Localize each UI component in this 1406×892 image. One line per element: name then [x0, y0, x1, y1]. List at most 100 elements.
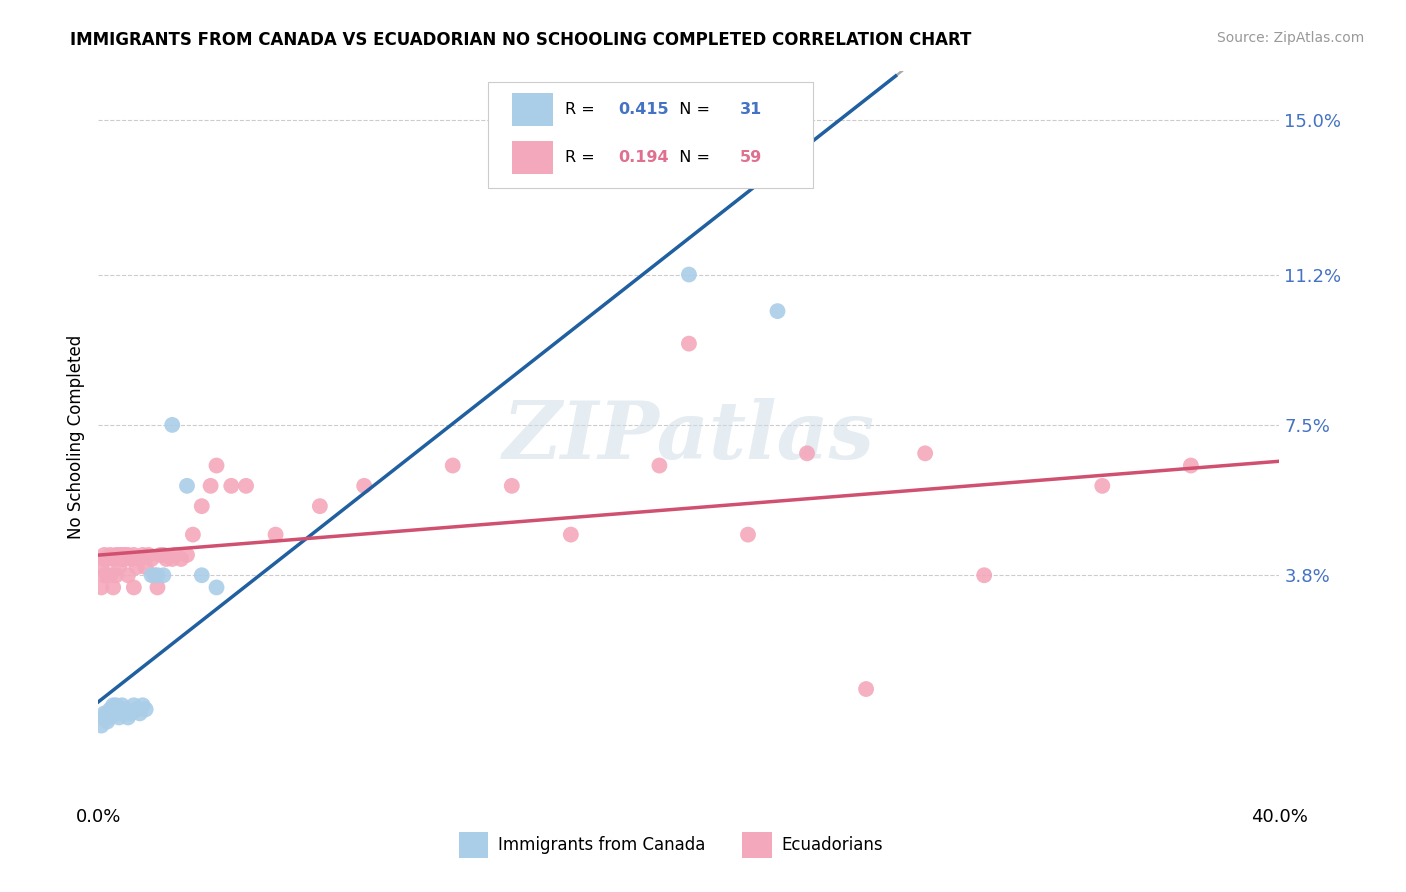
Point [90, 581, 112, 595]
Point [162, 417, 183, 432]
Bar [742, 832, 772, 858]
Point [146, 581, 169, 595]
Point [766, 304, 789, 318]
FancyBboxPatch shape [488, 82, 813, 188]
Point [96, 552, 118, 566]
Point [132, 698, 155, 713]
Point [191, 499, 214, 513]
Point [98, 702, 121, 716]
Text: 31: 31 [740, 103, 762, 117]
Bar [512, 94, 553, 126]
Point [200, 479, 222, 493]
Point [114, 548, 136, 562]
Point [205, 581, 228, 595]
Point [96, 568, 118, 582]
Point [152, 568, 174, 582]
Point [117, 568, 139, 582]
Point [501, 479, 523, 493]
Point [135, 560, 157, 574]
Point [678, 268, 700, 282]
Bar [458, 832, 488, 858]
Point [1091, 479, 1114, 493]
Text: 0.415: 0.415 [619, 103, 669, 117]
Point [108, 710, 131, 724]
Point [737, 527, 759, 541]
Text: 0.194: 0.194 [619, 150, 669, 165]
Point [309, 499, 332, 513]
Point [108, 548, 131, 562]
Text: N =: N = [669, 103, 716, 117]
Point [165, 548, 187, 562]
Point [264, 527, 287, 541]
Point [93, 552, 115, 566]
Point [138, 548, 160, 562]
Point [589, 133, 612, 147]
Point [93, 548, 115, 562]
Point [149, 548, 172, 562]
Point [105, 698, 128, 713]
Point [98, 710, 121, 724]
Text: 59: 59 [740, 150, 762, 165]
Point [111, 552, 134, 566]
Point [125, 560, 148, 574]
Point [90, 718, 112, 732]
Point [191, 568, 214, 582]
Point [914, 446, 936, 460]
Point [560, 527, 582, 541]
Text: ZIPatlas: ZIPatlas [503, 399, 875, 475]
Text: Immigrants from Canada: Immigrants from Canada [498, 836, 704, 854]
Point [117, 548, 139, 562]
Text: Source: ZipAtlas.com: Source: ZipAtlas.com [1216, 31, 1364, 45]
Point [176, 548, 198, 562]
Point [132, 548, 155, 562]
Point [114, 702, 136, 716]
Point [170, 552, 193, 566]
Point [973, 568, 995, 582]
Point [98, 568, 121, 582]
Point [111, 698, 134, 713]
Point [155, 552, 177, 566]
Point [219, 479, 242, 493]
Text: R =: R = [565, 103, 600, 117]
Point [855, 681, 877, 696]
Point [648, 458, 671, 473]
Point [122, 548, 145, 562]
Point [93, 706, 115, 721]
Point [152, 548, 174, 562]
Point [93, 568, 115, 582]
Point [678, 336, 700, 351]
Point [108, 560, 131, 574]
Point [105, 548, 128, 562]
Text: IMMIGRANTS FROM CANADA VS ECUADORIAN NO SCHOOLING COMPLETED CORRELATION CHART: IMMIGRANTS FROM CANADA VS ECUADORIAN NO … [70, 31, 972, 49]
Point [143, 568, 166, 582]
Point [103, 581, 125, 595]
Point [120, 552, 142, 566]
Point [98, 548, 121, 562]
Point [796, 446, 818, 460]
Point [441, 458, 464, 473]
Bar [512, 141, 553, 174]
Point [96, 714, 118, 729]
Point [181, 527, 204, 541]
Point [111, 706, 134, 721]
Point [93, 710, 115, 724]
Point [114, 552, 136, 566]
Point [128, 552, 150, 566]
Point [176, 479, 198, 493]
Point [105, 568, 128, 582]
Point [120, 706, 142, 721]
Point [205, 458, 228, 473]
Point [141, 568, 163, 582]
Point [162, 552, 183, 566]
Point [146, 568, 169, 582]
Point [96, 710, 118, 724]
Point [141, 552, 163, 566]
Point [90, 560, 112, 574]
Text: R =: R = [565, 150, 600, 165]
Point [135, 702, 157, 716]
Point [1180, 458, 1202, 473]
Point [105, 706, 128, 721]
Point [125, 702, 148, 716]
Point [103, 706, 125, 721]
Text: N =: N = [669, 150, 716, 165]
